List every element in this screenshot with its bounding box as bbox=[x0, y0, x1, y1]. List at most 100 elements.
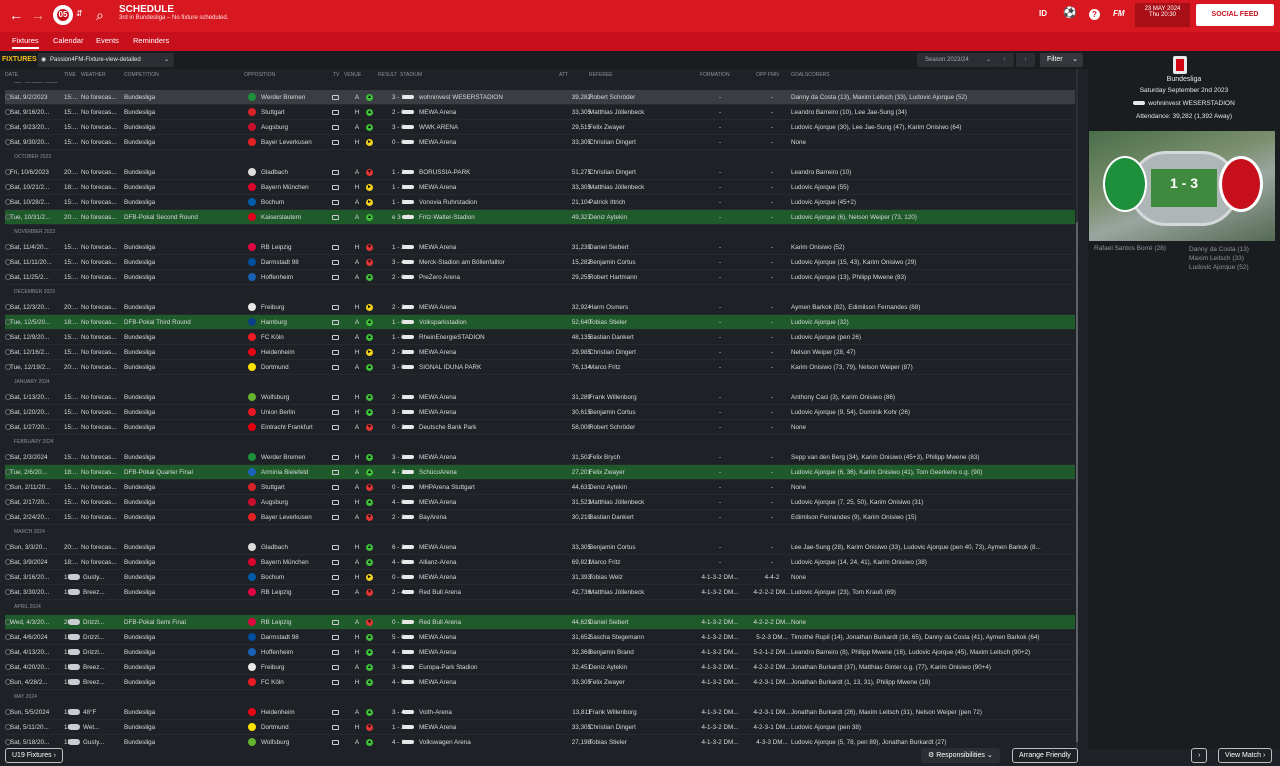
cell-comp[interactable]: Bundesliga bbox=[124, 109, 156, 116]
cell-score[interactable]: 4 - 0 bbox=[392, 559, 405, 566]
cell-stadium[interactable]: Red Bull Arena bbox=[419, 619, 462, 626]
cell-opp[interactable]: Freiburg bbox=[261, 664, 285, 671]
cell-ref[interactable]: Benjamin Cortus bbox=[589, 259, 636, 266]
cell-comp[interactable]: Bundesliga bbox=[124, 739, 156, 746]
cell-opp[interactable]: Dortmund bbox=[261, 724, 289, 731]
cell-ref[interactable]: Matthias Jöllenbeck bbox=[589, 109, 645, 116]
cell-stadium[interactable]: MEWA Arena bbox=[419, 349, 457, 356]
cell-score[interactable]: 1 - 2 bbox=[392, 724, 405, 731]
fixture-row[interactable]: Sat, 3/16/20...15:...Gusty...BundesligaB… bbox=[5, 570, 1075, 585]
search-icon[interactable]: ⌕ bbox=[96, 7, 104, 23]
cell-ref[interactable]: Robert Schröder bbox=[589, 424, 636, 431]
cell-opp[interactable]: Hoffenheim bbox=[261, 649, 294, 656]
cell-comp[interactable]: Bundesliga bbox=[124, 139, 156, 146]
cell-opp[interactable]: Stuttgart bbox=[261, 484, 285, 491]
cell-opp[interactable]: FC Köln bbox=[261, 679, 284, 686]
cell-comp[interactable]: Bundesliga bbox=[124, 634, 156, 641]
cell-opp[interactable]: Arminia Bielefeld bbox=[261, 469, 309, 476]
cell-stadium[interactable]: MEWA Arena bbox=[419, 304, 457, 311]
cell-score[interactable]: 0 - 0 bbox=[392, 574, 405, 581]
cell-score[interactable]: 1 - 0 bbox=[392, 319, 405, 326]
cell-comp[interactable]: DFB-Pokal Second Round bbox=[124, 214, 198, 221]
language-button[interactable]: ID bbox=[1039, 9, 1047, 18]
cell-score[interactable]: 1 - 0 bbox=[392, 334, 405, 341]
cell-opp[interactable]: Hoffenheim bbox=[261, 274, 294, 281]
col-goalscorers[interactable]: GOALSCORERS bbox=[791, 72, 830, 78]
cell-opp[interactable]: Wolfsburg bbox=[261, 394, 290, 401]
cell-stadium[interactable]: BayArena bbox=[419, 514, 447, 521]
fixture-row[interactable]: Sat, 9/23/20... 15:... No forecas... Bundes… bbox=[5, 120, 1075, 135]
cell-comp[interactable]: Bundesliga bbox=[124, 724, 156, 731]
fixture-row[interactable]: Wed, 4/3/20...20:...Drizzl...DFB-Pokal S… bbox=[5, 615, 1075, 630]
fixture-row[interactable]: Sat, 1/20/20... 15:... No forecas... Bundes… bbox=[5, 405, 1075, 420]
club-logo[interactable]: 05 bbox=[53, 5, 73, 25]
match-stadium-image[interactable]: 1 - 3 bbox=[1089, 131, 1275, 241]
cell-comp[interactable]: Bundesliga bbox=[124, 334, 156, 341]
cell-ref[interactable]: Harm Osmers bbox=[589, 304, 629, 311]
cell-comp[interactable]: Bundesliga bbox=[124, 349, 156, 356]
cell-comp[interactable]: Bundesliga bbox=[124, 649, 156, 656]
help-icon[interactable]: ? bbox=[1089, 9, 1100, 20]
fixture-row[interactable]: Sat, 1/13/20... 15:... No forecas... Bundes… bbox=[5, 390, 1075, 405]
fixture-row[interactable]: Tue, 12/19/2... 20:... No forecas... Bundes… bbox=[5, 360, 1075, 375]
cell-score[interactable]: 6 - 2 bbox=[392, 544, 405, 551]
col-time[interactable]: TIME bbox=[64, 72, 76, 78]
cell-ref[interactable]: Christian Dingert bbox=[589, 169, 636, 176]
fixture-row[interactable]: Sat, 9/2/2023 15:... No forecas... Bundesli… bbox=[5, 90, 1075, 105]
fixture-row[interactable]: Sat, 11/25/2... 15:... No forecas... Bundes… bbox=[5, 270, 1075, 285]
cell-ref[interactable]: Matthias Jöllenbeck bbox=[589, 184, 645, 191]
cell-score[interactable]: 3 - 4 bbox=[392, 709, 405, 716]
fixture-row[interactable]: Sat, 9/16/20... 15:... No forecas... Bundes… bbox=[5, 105, 1075, 120]
cell-ref[interactable]: Patrick Ittrich bbox=[589, 199, 626, 206]
cell-ref[interactable]: Felix Zwayer bbox=[589, 469, 625, 476]
prev-season-button[interactable]: ‹ bbox=[995, 53, 1014, 67]
cell-score[interactable]: 2 - 0 bbox=[392, 274, 405, 281]
back-icon[interactable]: ← bbox=[9, 7, 23, 23]
cell-score[interactable]: 4 - 0 bbox=[392, 499, 405, 506]
cell-opp[interactable]: Heidenheim bbox=[261, 349, 295, 356]
cell-score[interactable]: 3 - 1 bbox=[392, 94, 405, 101]
cell-stadium[interactable]: MEWA Arena bbox=[419, 109, 457, 116]
cell-stadium[interactable]: MEWA Arena bbox=[419, 499, 457, 506]
col-date[interactable]: DATE bbox=[5, 72, 18, 78]
col-opposition[interactable]: OPPOSITION bbox=[244, 72, 276, 78]
cell-opp[interactable]: Bochum bbox=[261, 199, 285, 206]
fixture-row[interactable]: Sat, 10/28/2... 15:... No forecas... Bundes… bbox=[5, 195, 1075, 210]
cell-opp[interactable]: Heidenheim bbox=[261, 709, 295, 716]
col-competition[interactable]: COMPETITION bbox=[124, 72, 159, 78]
fixture-row[interactable]: Sat, 9/30/20... 15:... No forecas... Bundes… bbox=[5, 135, 1075, 150]
cell-opp[interactable]: Augsburg bbox=[261, 499, 288, 506]
cell-stadium[interactable]: MEWA Arena bbox=[419, 184, 457, 191]
cell-stadium[interactable]: Volksparkstadion bbox=[419, 319, 467, 326]
cell-ref[interactable]: Bastian Dankert bbox=[589, 514, 634, 521]
cell-score[interactable]: 1 - 1 bbox=[392, 184, 405, 191]
fixture-row[interactable]: Sat, 4/6/202415:...Drizzl...BundesligaDa… bbox=[5, 630, 1075, 645]
cell-comp[interactable]: Bundesliga bbox=[124, 409, 156, 416]
cell-opp[interactable]: Kaiserslautern bbox=[261, 214, 302, 221]
date-display[interactable]: 23 MAY 2024 Thu 20:30 bbox=[1135, 3, 1190, 27]
cell-stadium[interactable]: BORUSSIA-PARK bbox=[419, 169, 471, 176]
football-icon[interactable]: ⚽ bbox=[1063, 7, 1077, 19]
fixture-row[interactable]: Sat, 3/30/20...15:...Breez...BundesligaR… bbox=[5, 585, 1075, 600]
cell-comp[interactable]: Bundesliga bbox=[124, 94, 156, 101]
cell-ref[interactable]: Tobias Stieler bbox=[589, 739, 627, 746]
cell-ref[interactable]: Deniz Aytekin bbox=[589, 484, 628, 491]
fixture-row[interactable]: Sat, 5/11/20...18:...Wet...BundesligaDor… bbox=[5, 720, 1075, 735]
cell-comp[interactable]: Bundesliga bbox=[124, 274, 156, 281]
season-selector[interactable]: Season 2023/24 ⌄ bbox=[917, 53, 997, 67]
cell-comp[interactable]: Bundesliga bbox=[124, 559, 156, 566]
cell-opp[interactable]: FC Köln bbox=[261, 334, 284, 341]
cell-stadium[interactable]: SIGNAL IDUNA PARK bbox=[419, 364, 482, 371]
fixture-row[interactable]: Sun, 2/11/20... 15:... No forecas... Bundes… bbox=[5, 480, 1075, 495]
cell-stadium[interactable]: Vonovia Ruhrstadion bbox=[419, 199, 478, 206]
cell-opp[interactable]: Werder Bremen bbox=[261, 94, 306, 101]
fixture-row[interactable]: Sat, 12/9/20... 15:... No forecas... Bundes… bbox=[5, 330, 1075, 345]
fixture-row[interactable]: Sat, 10/21/2... 18:... No forecas... Bundes… bbox=[5, 180, 1075, 195]
cell-ref[interactable]: Felix Zwayer bbox=[589, 124, 625, 131]
cell-comp[interactable]: Bundesliga bbox=[124, 184, 156, 191]
cell-score[interactable]: 2 - 1 bbox=[392, 394, 405, 401]
cell-score[interactable]: 0 - 1 bbox=[392, 484, 405, 491]
arrange-friendly-button[interactable]: Arrange Friendly bbox=[1012, 748, 1078, 763]
cell-opp[interactable]: Hamburg bbox=[261, 319, 287, 326]
cell-stadium[interactable]: MEWA Arena bbox=[419, 634, 457, 641]
